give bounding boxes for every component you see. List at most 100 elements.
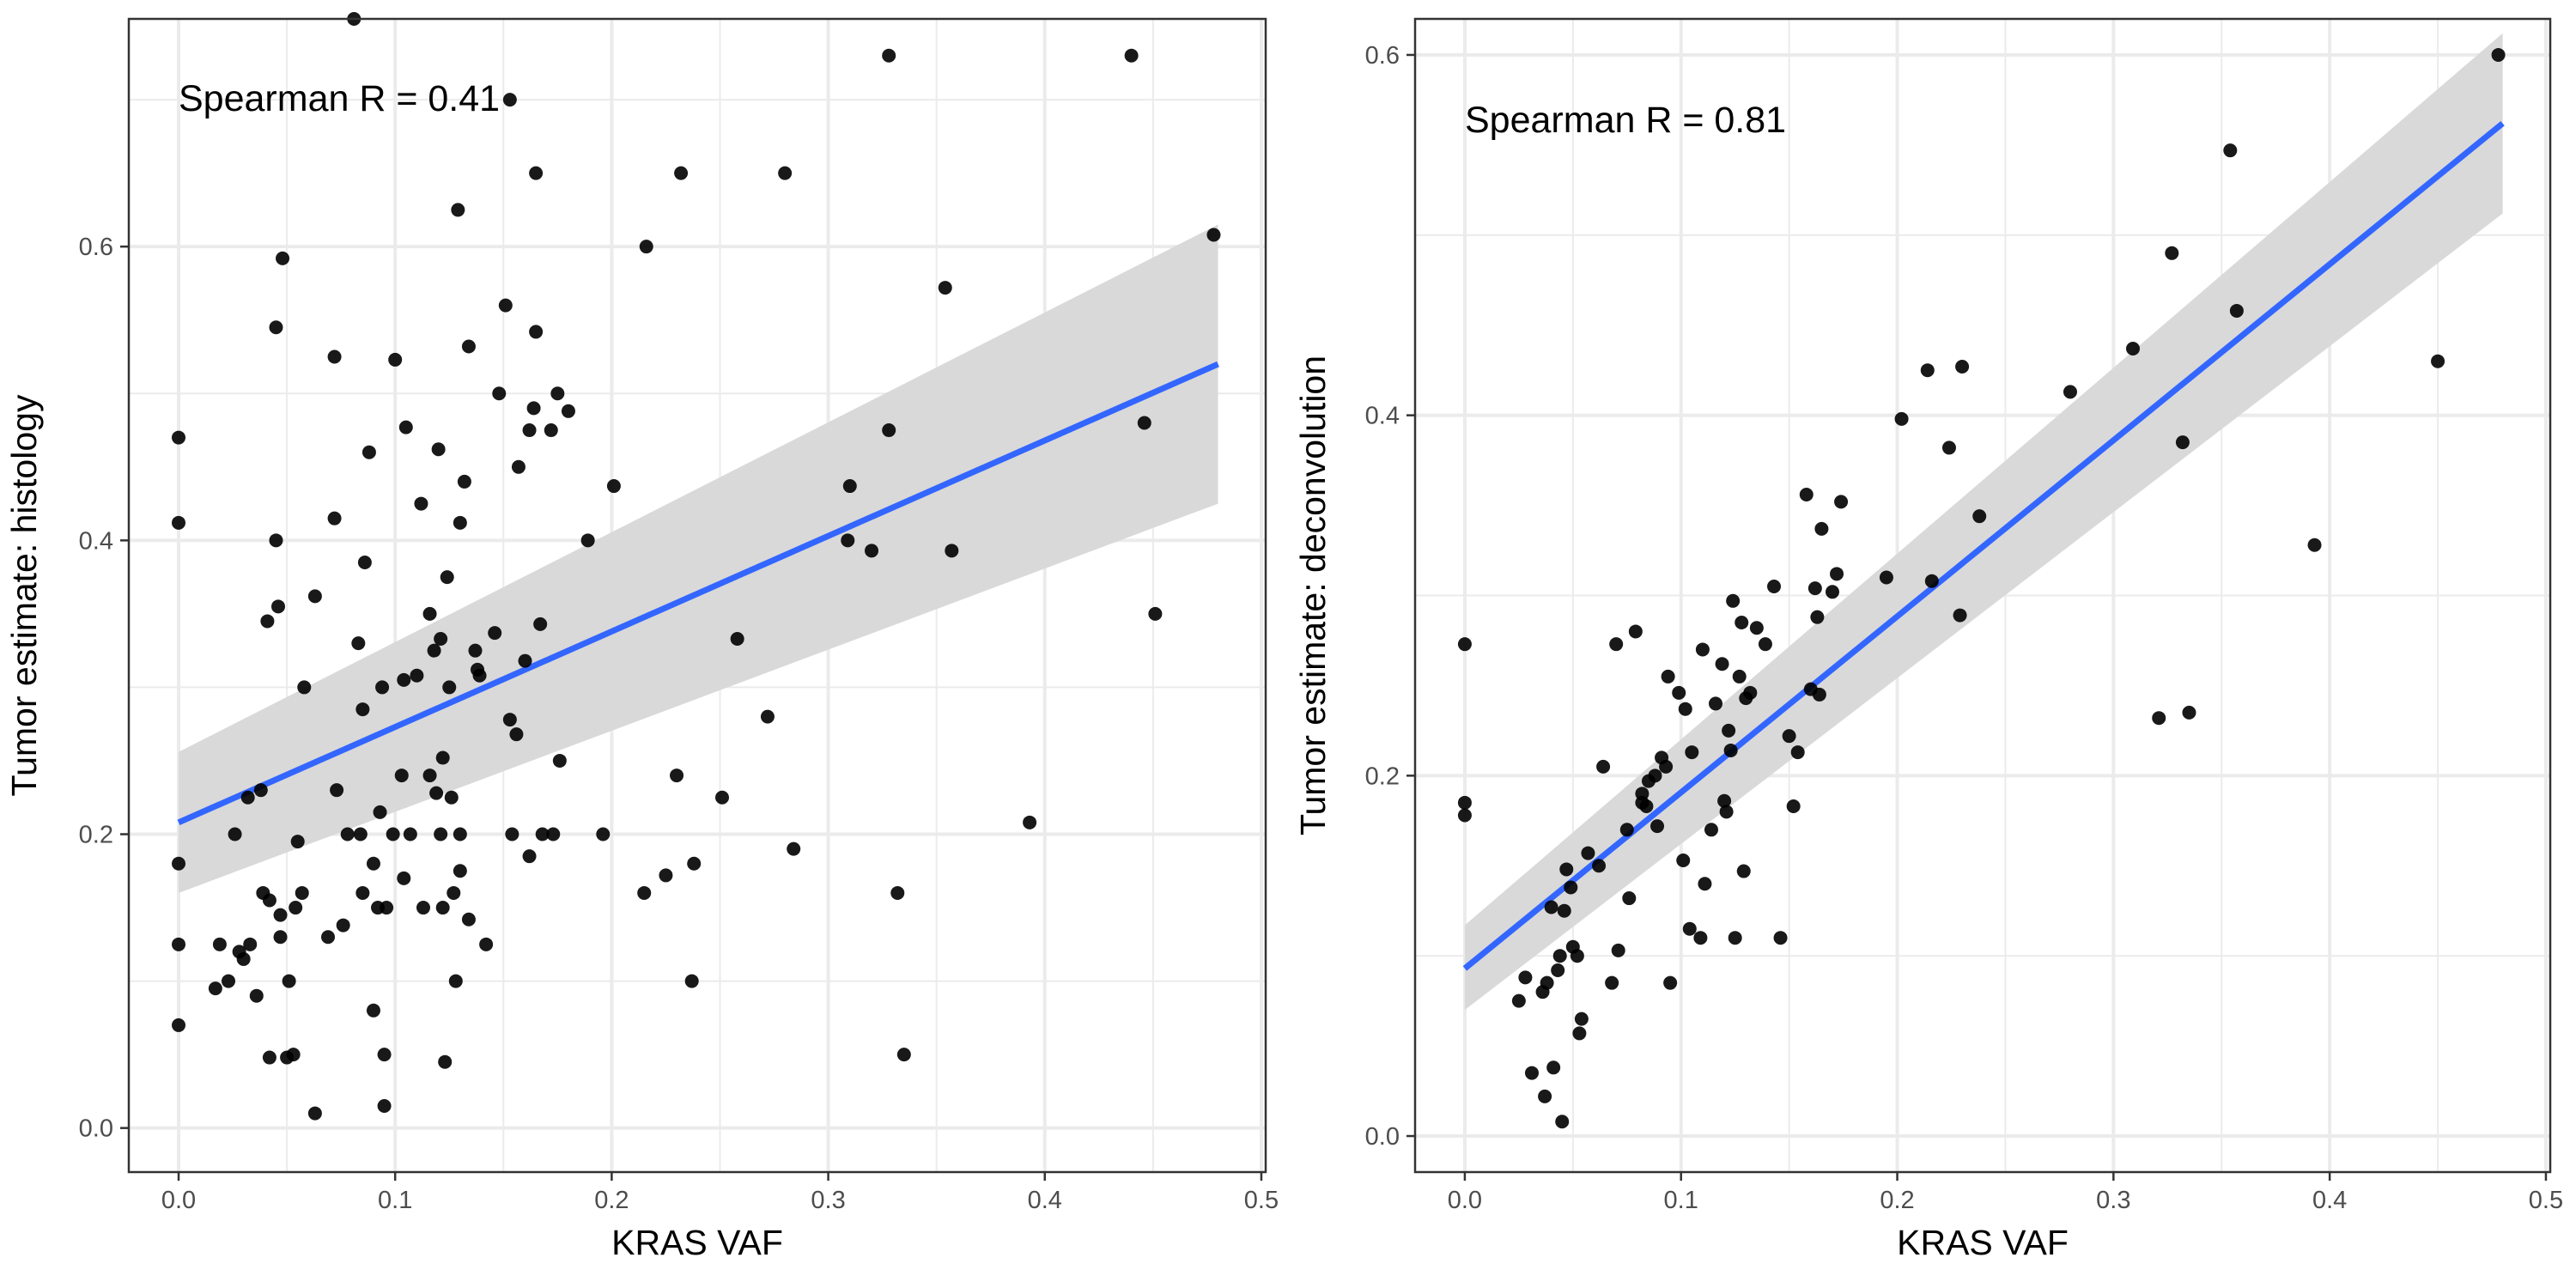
left-data-point: [386, 827, 400, 841]
right-data-point: [1551, 963, 1565, 977]
right-x-tick-label: 0.3: [2096, 1187, 2130, 1214]
left-data-point: [357, 556, 372, 570]
right-data-point: [1749, 621, 1764, 635]
left-data-point: [453, 827, 467, 841]
left-data-point: [172, 937, 186, 951]
right-y-axis-title: Tumor estimate: deconvolution: [1293, 355, 1333, 835]
left-data-point: [1124, 48, 1139, 63]
left-data-point: [286, 1048, 301, 1062]
left-data-point: [502, 713, 517, 727]
right-data-point: [1807, 581, 1822, 596]
right-data-point: [1894, 411, 1909, 426]
left-y-axis-title: Tumor estimate: histology: [4, 394, 44, 796]
left-data-point: [522, 423, 537, 438]
left-data-point: [447, 885, 461, 900]
left-data-point: [273, 930, 288, 945]
right-data-point: [1538, 1089, 1552, 1103]
left-data-point: [522, 849, 537, 864]
right-data-point: [1920, 363, 1935, 378]
right-data-point: [1879, 570, 1893, 585]
left-data-point: [546, 827, 561, 841]
right-data-point: [1648, 769, 1662, 783]
left-y-tick-label: 0.0: [79, 1115, 113, 1143]
right-data-point: [1736, 864, 1751, 878]
right-data-point: [1611, 943, 1625, 957]
right-data-point: [1572, 1026, 1587, 1041]
left-data-point: [172, 1018, 186, 1032]
left-x-tick-label: 0.0: [161, 1187, 196, 1214]
left-data-point: [453, 864, 467, 878]
left-data-point: [896, 1048, 911, 1062]
left-data-point: [282, 974, 296, 988]
right-data-point: [1546, 1060, 1561, 1075]
left-data-point: [882, 423, 896, 438]
left-data-point: [398, 420, 413, 434]
left-data-point: [492, 386, 507, 401]
right-y-tick-label: 0.2: [1365, 762, 1400, 790]
left-confidence-band: [179, 224, 1218, 893]
right-data-point: [1605, 975, 1619, 990]
left-data-point: [269, 320, 283, 335]
right-data-point: [1723, 743, 1738, 757]
left-data-point: [321, 930, 336, 945]
left-data-point: [340, 827, 355, 841]
right-points: [1457, 47, 2506, 1129]
right-data-point: [1719, 805, 1734, 819]
left-data-point: [580, 533, 595, 548]
right-data-point: [2431, 354, 2445, 368]
left-y-tick-label: 0.6: [79, 234, 113, 261]
right-data-point: [1659, 759, 1674, 774]
right-x-tick-label: 0.0: [1448, 1187, 1482, 1214]
right-x-tick-label: 0.5: [2529, 1187, 2563, 1214]
left-data-point: [377, 1048, 392, 1062]
right-data-point: [1581, 846, 1595, 860]
left-data-point: [240, 790, 255, 805]
right-data-point: [1639, 799, 1654, 814]
left-fit-line: [177, 361, 1219, 826]
left-data-point: [355, 702, 370, 717]
left-data-point: [289, 901, 303, 915]
right-data-point: [1457, 808, 1472, 823]
right-data-point: [1941, 440, 1956, 455]
left-data-point: [659, 868, 673, 883]
right-spearman-annotation: Spearman R = 0.81: [1465, 100, 1786, 141]
left-data-point: [416, 901, 430, 915]
left-data-point: [674, 166, 689, 180]
left-data-point: [684, 974, 699, 988]
left-data-point: [307, 589, 322, 604]
left-data-point: [498, 298, 513, 313]
left-data-point: [397, 672, 411, 687]
left-x-tick-label: 0.2: [594, 1187, 629, 1214]
right-data-point: [2126, 342, 2141, 356]
right-data-point: [1695, 642, 1710, 657]
left-y-tick-label: 0.2: [79, 822, 113, 849]
left-data-point: [228, 827, 242, 841]
left-data-point: [271, 599, 286, 614]
left-data-point: [938, 281, 952, 295]
left-data-point: [427, 643, 441, 658]
left-x-tick-label: 0.4: [1028, 1187, 1062, 1214]
left-data-point: [414, 496, 428, 511]
left-ci-band: [179, 224, 1218, 893]
left-data-point: [730, 631, 744, 646]
left-data-point: [366, 856, 380, 871]
left-data-point: [375, 680, 390, 695]
right-data-point: [1552, 949, 1567, 963]
left-x-axis-title: KRAS VAF: [611, 1223, 783, 1262]
right-data-point: [1609, 637, 1624, 652]
left-data-point: [431, 442, 446, 457]
right-data-point: [1735, 615, 1749, 629]
left-data-point: [505, 827, 519, 841]
left-scatter-panel: 0.0 0.1 0.2 0.3 0.4 0.5 0.0 0.2 0.4 0.6 Spearman…: [4, 12, 1279, 1262]
right-data-point: [1704, 823, 1718, 837]
left-data-point: [1206, 228, 1221, 242]
right-data-point: [2229, 303, 2244, 318]
right-data-point: [1834, 495, 1849, 509]
right-data-point: [1953, 608, 1967, 623]
left-data-point: [290, 835, 305, 849]
left-data-point: [842, 479, 857, 494]
right-confidence-band: [1464, 33, 2503, 1011]
left-panel-border: [127, 17, 1267, 1174]
right-data-point: [2165, 246, 2179, 260]
